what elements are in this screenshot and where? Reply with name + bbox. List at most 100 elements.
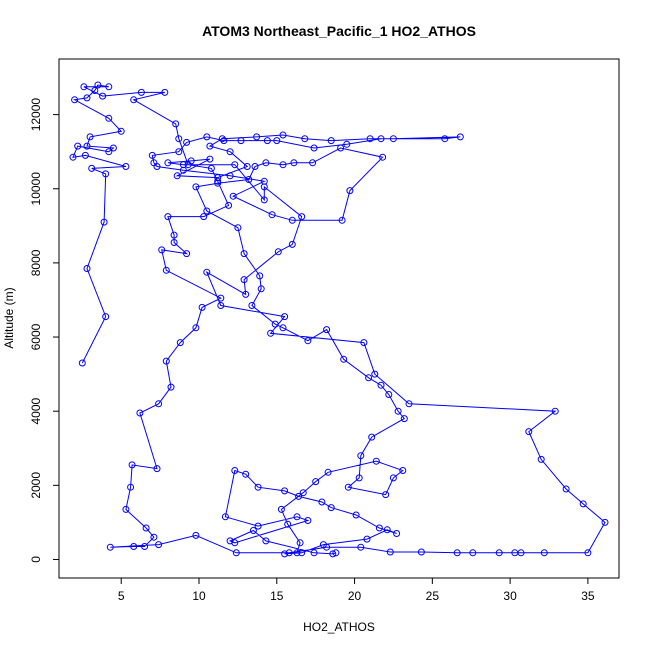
data-point: [417, 548, 425, 556]
data-point: [229, 192, 237, 200]
data-point: [400, 415, 408, 423]
data-point: [100, 218, 108, 226]
data-point: [214, 179, 222, 187]
data-point: [245, 176, 253, 183]
data-point: [375, 524, 383, 532]
data-point: [109, 144, 117, 152]
data-point: [377, 381, 385, 389]
y-axis-label: Altitude (m): [2, 287, 16, 348]
x-tick-label: 15: [270, 589, 284, 603]
x-tick-label: 10: [192, 589, 206, 603]
data-point: [273, 137, 281, 145]
data-point: [192, 324, 200, 332]
data-point: [324, 468, 332, 476]
data-point: [601, 518, 609, 526]
data-point: [310, 144, 318, 152]
data-point: [231, 467, 239, 474]
series-line: [72, 84, 606, 555]
data-point: [203, 133, 211, 141]
y-tick-label: 4000: [29, 398, 43, 425]
y-tick-label: 2000: [29, 472, 43, 499]
data-point: [81, 151, 89, 159]
data-point: [372, 457, 380, 465]
data-point: [221, 513, 229, 521]
data-point: [142, 524, 150, 532]
data-point: [304, 517, 312, 524]
data-point: [357, 452, 365, 460]
data-point: [256, 272, 264, 280]
data-point: [279, 324, 287, 332]
data-point: [360, 339, 368, 347]
data-point: [187, 157, 195, 165]
data-point: [309, 159, 317, 167]
data-point: [456, 133, 464, 141]
plot-frame: [58, 58, 620, 579]
data-point: [153, 163, 161, 170]
data-point: [150, 533, 158, 541]
data-point: [344, 483, 352, 491]
data-point: [105, 148, 113, 156]
data-point: [102, 313, 110, 321]
data-point: [386, 548, 394, 556]
data-point: [88, 164, 96, 172]
data-point: [346, 187, 354, 195]
data-point: [366, 135, 374, 143]
data-point: [399, 467, 407, 474]
data-point: [167, 383, 175, 391]
data-point: [304, 337, 312, 345]
data-point: [338, 216, 346, 224]
data-point: [260, 196, 268, 204]
data-point: [198, 303, 206, 311]
data-point: [453, 549, 461, 557]
data-point: [357, 543, 365, 551]
data-point: [173, 172, 181, 180]
data-point: [579, 500, 587, 508]
x-axis: 5 10 15 20 25 30 35: [118, 577, 595, 603]
data-point: [105, 83, 113, 91]
data-point: [332, 549, 340, 557]
y-tick-label: 8000: [29, 249, 43, 276]
data-point: [207, 164, 215, 172]
data-point: [200, 213, 208, 221]
data-point: [277, 505, 285, 513]
data-point: [271, 320, 279, 328]
data-point: [254, 483, 262, 491]
y-tick-label: 6000: [29, 323, 43, 350]
data-point: [293, 549, 301, 557]
data-point: [382, 491, 390, 499]
data-point: [327, 504, 335, 512]
data-point: [299, 489, 307, 497]
data-point: [220, 137, 228, 145]
data-point: [296, 539, 304, 547]
data-point: [225, 201, 233, 209]
data-point: [231, 161, 239, 169]
data-point: [130, 96, 138, 104]
data-point: [214, 177, 222, 185]
data-point: [393, 530, 401, 537]
chart-title: ATOM3 Northeast_Pacific_1 HO2_ATHOS: [202, 23, 476, 39]
data-point: [293, 513, 301, 521]
data-point: [206, 142, 214, 150]
data-point: [179, 166, 187, 174]
data-point: [153, 465, 161, 473]
data-point: [136, 409, 144, 417]
data-point: [337, 144, 345, 152]
data-point: [298, 213, 306, 221]
data-point: [172, 120, 180, 128]
data-point: [262, 537, 270, 545]
data-point: [164, 159, 172, 167]
data-point: [122, 505, 130, 513]
data-point: [105, 114, 113, 122]
y-tick-label: 0: [29, 556, 43, 563]
data-point: [379, 153, 387, 161]
data-point: [226, 537, 234, 545]
data-point: [74, 142, 82, 150]
data-point: [176, 339, 184, 347]
data-point: [327, 137, 335, 145]
data-point: [226, 172, 234, 180]
data-point: [91, 87, 99, 94]
data-point: [162, 266, 170, 274]
data-point: [148, 151, 156, 159]
